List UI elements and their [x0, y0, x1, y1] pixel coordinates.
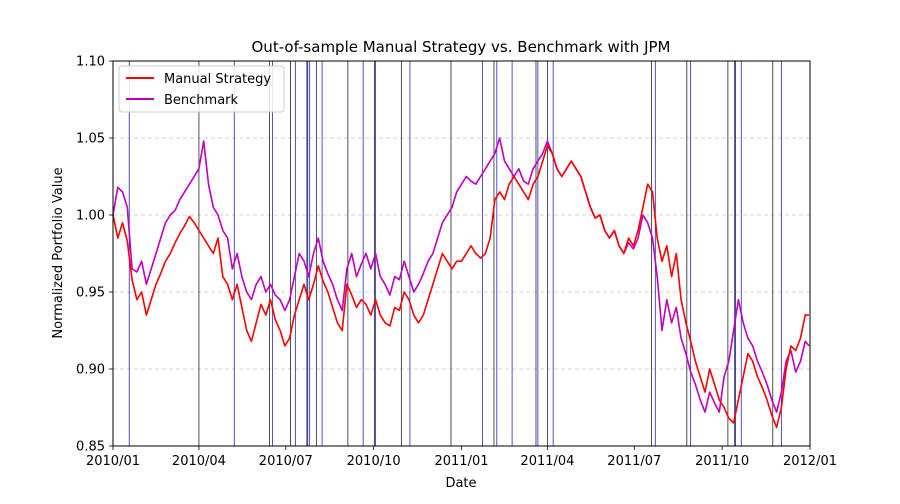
y-axis-ticks: 0.85 0.90 0.95 1.00 1.05 1.10 — [76, 55, 113, 455]
x-tick-label-2: 2010/07 — [259, 454, 313, 469]
y-tick-label-4: 1.05 — [76, 132, 105, 147]
legend: Manual Strategy Benchmark — [118, 65, 285, 113]
x-tick-label-1: 2010/04 — [172, 454, 226, 469]
y-tick-label-2: 0.95 — [76, 286, 105, 301]
series-line-benchmark — [112, 137, 810, 413]
y-axis-label: Normalized Portfolio Value — [51, 167, 66, 338]
x-axis-label: Date — [445, 476, 476, 491]
y-tick-label-1: 0.90 — [76, 363, 105, 378]
x-tick-label-6: 2011/07 — [607, 454, 661, 469]
x-tick-label-0: 2010/01 — [86, 454, 140, 469]
x-tick-label-7: 2011/10 — [695, 454, 749, 469]
legend-label-manual-strategy: Manual Strategy — [164, 72, 271, 87]
series-line-manual-strategy — [112, 144, 809, 429]
y-tick-label-0: 0.85 — [76, 440, 105, 455]
trade-signal-lines — [112, 61, 782, 446]
x-axis-ticks: 2010/01 2010/04 2010/07 2010/10 2011/01 2011/… — [86, 446, 837, 469]
x-tick-label-8: 2012/01 — [783, 454, 837, 469]
y-tick-label-3: 1.00 — [76, 209, 105, 224]
legend-box — [118, 65, 285, 113]
x-tick-label-3: 2010/10 — [347, 454, 401, 469]
legend-label-benchmark: Benchmark — [164, 93, 239, 108]
x-tick-label-5: 2011/04 — [520, 454, 574, 469]
y-tick-label-5: 1.10 — [76, 55, 105, 70]
chart-title: Out-of-sample Manual Strategy vs. Benchm… — [252, 38, 671, 56]
series-lines — [112, 137, 810, 429]
x-tick-label-4: 2011/01 — [434, 454, 488, 469]
